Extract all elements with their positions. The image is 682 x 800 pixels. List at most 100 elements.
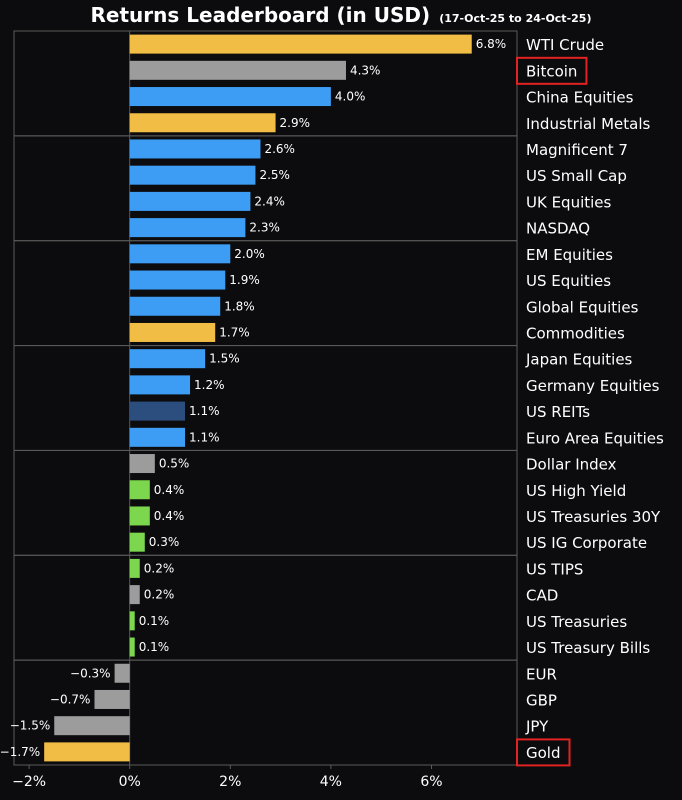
- bar: [129, 270, 226, 290]
- category-label: Industrial Metals: [526, 115, 651, 133]
- bar: [129, 637, 135, 657]
- bar: [129, 558, 140, 578]
- bar: [129, 34, 472, 54]
- value-label: 0.4%: [154, 483, 185, 497]
- chart-title: Returns Leaderboard (in USD): [90, 3, 431, 27]
- category-label: WTI Crude: [526, 36, 604, 54]
- value-label: 1.1%: [189, 404, 220, 418]
- category-label: Dollar Index: [526, 456, 617, 474]
- value-label: 2.4%: [254, 194, 285, 208]
- bar: [54, 716, 130, 736]
- x-tick-label: 6%: [420, 774, 442, 790]
- bar: [129, 87, 331, 107]
- bar: [129, 532, 145, 552]
- category-label: Bitcoin: [526, 62, 577, 80]
- bar: [129, 506, 150, 526]
- group-box: [13, 659, 518, 766]
- value-label: 1.1%: [189, 430, 220, 444]
- category-label: Magnificent 7: [526, 141, 628, 159]
- chart-title-row: Returns Leaderboard (in USD) (17-Oct-25 …: [0, 0, 682, 30]
- category-label: US Equities: [526, 272, 611, 290]
- value-label: 0.1%: [139, 614, 170, 628]
- value-label: −0.3%: [70, 666, 111, 680]
- group-box: [13, 554, 518, 661]
- category-label: CAD: [526, 587, 558, 605]
- bar: [129, 191, 251, 211]
- bar: [129, 244, 231, 264]
- value-label: 2.5%: [259, 168, 290, 182]
- category-label: China Equities: [526, 89, 634, 107]
- value-label: 1.9%: [229, 273, 260, 287]
- value-label: 1.8%: [224, 299, 255, 313]
- category-label: Commodities: [526, 324, 625, 342]
- bar: [129, 401, 186, 421]
- value-label: 0.4%: [154, 509, 185, 523]
- value-label: 1.5%: [209, 352, 240, 366]
- bar: [94, 689, 130, 709]
- category-label: US Treasuries: [526, 613, 627, 631]
- chart-subtitle: (17-Oct-25 to 24-Oct-25): [439, 12, 592, 25]
- value-label: 2.6%: [264, 142, 295, 156]
- bar: [129, 427, 186, 447]
- value-label: 2.9%: [280, 116, 311, 130]
- category-label: US REITs: [526, 403, 590, 421]
- group-box: [13, 449, 518, 556]
- category-labels: WTI Crude Bitcoin China Equities Industrial…: [516, 36, 664, 767]
- highlight-box: [516, 738, 571, 767]
- bar: [129, 218, 246, 238]
- group-box: [13, 240, 518, 347]
- bar: [129, 296, 221, 316]
- value-label: −0.7%: [50, 692, 91, 706]
- value-label: −1.7%: [0, 745, 40, 759]
- category-label: Global Equities: [526, 298, 639, 316]
- value-label: 0.2%: [144, 561, 175, 575]
- bar: [129, 139, 261, 159]
- bar: [129, 322, 216, 342]
- x-axis: −2% 0% 2% 4% 6%: [12, 765, 443, 790]
- category-label: GBP: [526, 691, 557, 709]
- bar: [129, 165, 256, 185]
- bar: [114, 663, 130, 683]
- bar: [129, 60, 346, 80]
- category-label: Euro Area Equities: [526, 429, 664, 447]
- value-label: 2.3%: [249, 221, 280, 235]
- value-label: 0.1%: [139, 640, 170, 654]
- x-tick-label: 2%: [219, 774, 241, 790]
- category-label: US High Yield: [526, 482, 626, 500]
- category-label: EUR: [526, 665, 557, 683]
- category-label: US Treasury Bills: [526, 639, 650, 657]
- x-tick-label: 4%: [320, 774, 342, 790]
- category-label: US Small Cap: [526, 167, 627, 185]
- value-label: 4.0%: [335, 90, 366, 104]
- category-label: JPY: [525, 718, 549, 736]
- category-label: NASDAQ: [526, 220, 590, 238]
- category-label: US IG Corporate: [526, 534, 647, 552]
- bar: [129, 454, 155, 474]
- category-label: Germany Equities: [526, 377, 660, 395]
- group-box: [13, 345, 518, 451]
- value-label: 0.5%: [159, 457, 190, 471]
- bar: [44, 742, 130, 762]
- value-label: 2.0%: [234, 247, 264, 261]
- value-label: 4.3%: [350, 63, 381, 77]
- value-label: 6.8%: [476, 37, 507, 51]
- bar: [129, 611, 135, 631]
- value-label: 1.7%: [219, 325, 250, 339]
- value-label: 0.2%: [144, 588, 175, 602]
- category-label: Gold: [526, 744, 561, 762]
- value-label: −1.5%: [10, 719, 51, 733]
- value-label: 0.3%: [149, 535, 180, 549]
- bars: 6.8% 4.3% 4.0% 2.9% 2.6% 2.5% 2.4% 2.3% 2.0% 1.9%…: [0, 34, 507, 762]
- bar: [129, 113, 276, 133]
- category-label: EM Equities: [526, 246, 613, 264]
- category-label: US TIPS: [526, 560, 583, 578]
- value-label: 1.2%: [194, 378, 225, 392]
- category-label: US Treasuries 30Y: [526, 508, 661, 526]
- category-label: Japan Equities: [525, 351, 633, 369]
- bar: [129, 585, 140, 605]
- x-tick-label: −2%: [12, 774, 46, 790]
- x-tick-label: 0%: [119, 774, 141, 790]
- highlight-box: [516, 56, 588, 85]
- bar: [129, 480, 150, 500]
